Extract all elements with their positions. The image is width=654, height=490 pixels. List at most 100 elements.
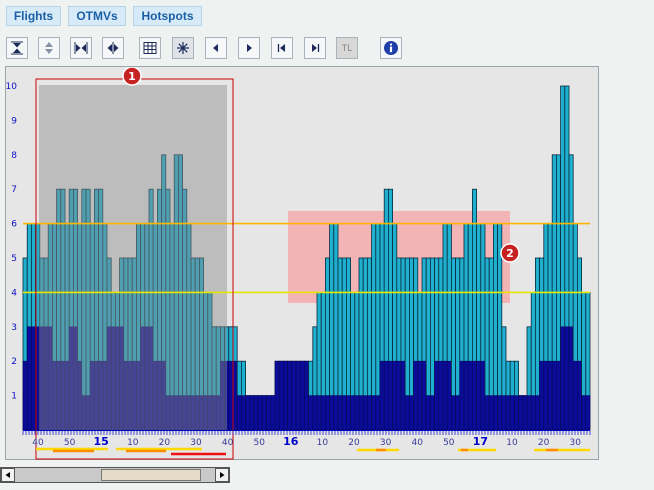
- x-tick-label: 20: [159, 438, 171, 448]
- bar-base: [367, 395, 372, 431]
- bar-base: [505, 395, 511, 431]
- bar-base: [446, 360, 452, 431]
- y-tick-label: 2: [11, 357, 17, 367]
- previous-button[interactable]: [205, 37, 227, 59]
- bar-base: [379, 360, 385, 431]
- bar-base: [463, 360, 469, 431]
- info-button[interactable]: [380, 37, 402, 59]
- collapse-horizontal-button[interactable]: [70, 37, 92, 59]
- bar-base: [577, 360, 582, 431]
- x-tick-label: 10: [127, 438, 139, 448]
- bar-base: [572, 360, 578, 431]
- scroll-left-button[interactable]: [1, 468, 15, 482]
- bar-base: [266, 395, 272, 431]
- collapse-horizontal-icon: [74, 42, 88, 54]
- x-tick-label: 20: [348, 438, 360, 448]
- bar-base: [249, 395, 255, 431]
- tl-toggle-button[interactable]: TL: [336, 37, 358, 59]
- bar-base: [295, 360, 301, 431]
- bar-base: [560, 326, 566, 431]
- bar-base: [547, 360, 553, 431]
- bar-base: [396, 360, 402, 431]
- bar-base: [333, 395, 339, 431]
- bar-base: [535, 395, 540, 431]
- bar-base: [325, 395, 330, 431]
- bar-base: [493, 395, 498, 431]
- bar-base: [228, 360, 234, 431]
- bar-base: [341, 395, 347, 431]
- triangle-right-icon: [247, 44, 252, 52]
- freeze-button[interactable]: [172, 37, 194, 59]
- tab-hotspots[interactable]: Hotspots: [133, 6, 202, 26]
- bar-base: [551, 360, 557, 431]
- bar-base: [362, 395, 368, 431]
- bar-base: [241, 395, 246, 431]
- bar-base: [400, 360, 406, 431]
- bar-base: [581, 395, 587, 431]
- bar-base: [245, 395, 251, 431]
- x-tick-label: 15: [94, 435, 109, 448]
- bar-base: [262, 395, 267, 431]
- skip-start-icon: [277, 44, 285, 52]
- bar-base: [388, 360, 393, 431]
- chart-canvas[interactable]: 1 2 3 4 5 6 7 8 9 10 40 50 15 10 20 30 40 50 16 10 20 30 40 50…: [6, 67, 600, 461]
- bar-base: [232, 360, 238, 431]
- bar-base: [270, 395, 276, 431]
- x-tick-label: 10: [317, 438, 329, 448]
- callout-badge-1[interactable]: [122, 67, 142, 86]
- bar-base: [530, 395, 536, 431]
- bar-base: [316, 395, 322, 431]
- bar-base: [383, 360, 389, 431]
- next-button[interactable]: [238, 37, 260, 59]
- tab-otmvs[interactable]: OTMVs: [68, 6, 126, 26]
- arrow-right-icon: [220, 472, 225, 478]
- last-button[interactable]: [304, 37, 326, 59]
- y-tick-label: 10: [6, 82, 17, 92]
- y-tick-label: 4: [11, 288, 17, 298]
- bar-base: [274, 360, 280, 431]
- collapse-vertical-button[interactable]: [6, 37, 28, 59]
- bar-base: [312, 395, 318, 431]
- bar-base: [421, 360, 427, 431]
- bar-base: [434, 360, 440, 431]
- hotspot-chart[interactable]: 1 2 3 4 5 6 7 8 9 10 40 50 15 10 20 30 40 50 16 10 20 30 40 50…: [5, 66, 599, 460]
- first-button[interactable]: [271, 37, 293, 59]
- bar-base: [585, 395, 591, 431]
- bar-base: [518, 395, 524, 431]
- expand-vertical-button[interactable]: [38, 37, 60, 59]
- tab-flights[interactable]: Flights: [6, 6, 61, 26]
- triangle-left-icon: [213, 44, 218, 52]
- scroll-right-button[interactable]: [215, 468, 229, 482]
- toolbar: TL: [6, 37, 406, 59]
- callout-badge-2[interactable]: [500, 243, 520, 263]
- y-tick-label: 7: [11, 185, 17, 195]
- horizontal-scrollbar[interactable]: [0, 467, 230, 483]
- expand-horizontal-icon: [107, 42, 119, 54]
- y-tick-label: 6: [11, 220, 17, 230]
- bar-base: [568, 326, 574, 431]
- x-tick-label: 20: [538, 438, 550, 448]
- bar-base: [438, 360, 444, 431]
- bar-base: [236, 395, 242, 431]
- bar-base: [476, 360, 482, 431]
- x-tick-label: 30: [190, 438, 202, 448]
- bar-base: [31, 326, 36, 431]
- bar-base: [283, 360, 288, 431]
- bar-base: [320, 395, 326, 431]
- x-tick-label: 30: [569, 438, 581, 448]
- table-button[interactable]: [139, 37, 161, 59]
- bar-base: [26, 326, 32, 431]
- bar-base: [526, 395, 532, 431]
- bar-base: [257, 395, 263, 431]
- y-tick-label: 8: [11, 151, 17, 161]
- scroll-thumb[interactable]: [101, 469, 201, 481]
- bar-base: [543, 360, 549, 431]
- bar-base: [291, 360, 297, 431]
- bar-base: [409, 395, 414, 431]
- x-tick-label: 17: [473, 435, 488, 448]
- x-tick-label: 40: [32, 438, 44, 448]
- bar-base: [488, 395, 494, 431]
- x-tick-label: 10: [506, 438, 518, 448]
- expand-horizontal-button[interactable]: [102, 37, 124, 59]
- bar-base: [514, 395, 519, 431]
